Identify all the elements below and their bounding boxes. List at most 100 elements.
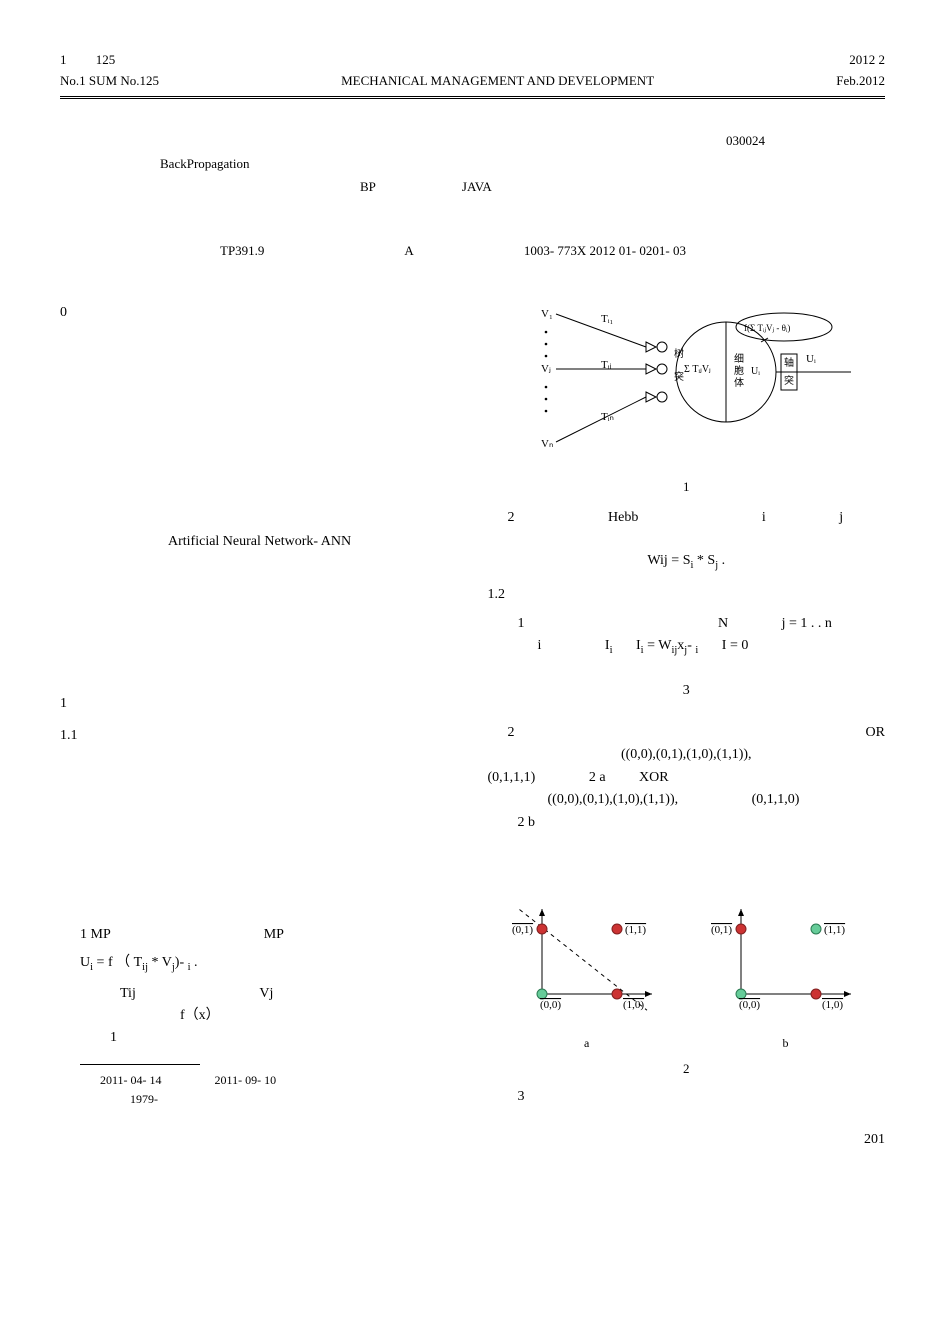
tuple1-line: ((0,0),(0,1),(1,0),(1,1)), — [488, 744, 886, 766]
svg-text:Tᵢₙ: Tᵢₙ — [601, 411, 614, 423]
tuple2-line: ((0,0),(0,1),(1,0),(1,1)), (0,1,1,0) — [488, 789, 886, 811]
fig1-ref-line: 1 — [60, 1027, 458, 1049]
fig2b-ref: 2 b — [518, 815, 536, 830]
fig2a-ref: 2 a — [589, 770, 606, 785]
section-1-1: 1.1 — [60, 725, 458, 747]
caption-b: b — [782, 1034, 788, 1053]
fig2-caption: 2 — [488, 1059, 886, 1080]
svg-text:Uᵢ: Uᵢ — [751, 366, 760, 377]
mp-right: MP — [264, 927, 284, 942]
issue-no: 1 — [60, 52, 67, 67]
formula-u: Ui = f （ Tij * Vj)- i . — [80, 952, 458, 977]
svg-text:(1,0): (1,0) — [822, 999, 843, 1011]
fig1-caption: 1 — [488, 477, 886, 498]
svg-text:轴: 轴 — [784, 356, 794, 369]
perceptron-line1: 1 N j = 1 . . n — [488, 613, 886, 635]
page-header: 1 125 No.1 SUM No.125 MECHANICAL MANAGEM… — [60, 50, 885, 99]
bp-english: BackPropagation — [160, 156, 250, 171]
out2: (0,1,1,0) — [752, 792, 800, 807]
svg-text:体: 体 — [734, 377, 744, 389]
svg-text:(0,1): (0,1) — [512, 924, 533, 936]
postal-code: 030024 — [726, 133, 765, 148]
hebb-i: i — [762, 510, 766, 525]
rev-date: 2011- 09- 10 — [215, 1073, 277, 1087]
footnote-birth: 1979- — [100, 1090, 458, 1109]
figure-1: V₁ Vⱼ Vₙ Tᵢ₁ Tᵢⱼ Tᵢₙ — [488, 302, 886, 497]
tuple2: ((0,0),(0,1),(1,0),(1,1)), — [548, 792, 679, 807]
neuron-svg: V₁ Vⱼ Vₙ Tᵢ₁ Tᵢⱼ Tᵢₙ — [506, 302, 866, 462]
xor-text: XOR — [639, 770, 669, 785]
svg-text:树: 树 — [674, 347, 684, 360]
recv-date: 2011- 04- 14 — [100, 1073, 162, 1087]
svg-text:细: 细 — [734, 352, 744, 365]
ann-english: Artificial Neural Network- ANN — [168, 534, 351, 549]
doc-code: A — [404, 239, 413, 262]
svg-text:Σ TᵢⱼVⱼ: Σ TᵢⱼVⱼ — [684, 364, 711, 375]
ann-line: Artificial Neural Network- ANN — [60, 531, 458, 553]
page-number: 201 — [60, 1129, 885, 1151]
tij: Tij — [120, 986, 136, 1001]
figure-2: (0,0) (1,0) (0,1) (1,1) (0,0) (1,0) (0,1) (1,1… — [488, 894, 886, 1024]
section-1: 1 — [60, 693, 458, 715]
out1: (0,1,1,1) — [488, 770, 536, 785]
fx-line: f（x） — [60, 1005, 458, 1027]
hebb-j: j — [839, 510, 843, 525]
para2-line1: 2 OR — [488, 722, 886, 744]
svg-text:(1,1): (1,1) — [625, 924, 646, 936]
year-month: 2012 2 — [836, 50, 885, 71]
header-left: 1 125 No.1 SUM No.125 — [60, 50, 159, 92]
svg-text:V₁: V₁ — [541, 308, 553, 320]
header-right: 2012 2 Feb.2012 — [836, 50, 885, 92]
left-column: 0 Artificial Neural Network- ANN 1 1.1 1… — [60, 292, 458, 1109]
svg-text:(1,1): (1,1) — [824, 924, 845, 936]
p-N: N — [718, 616, 728, 631]
p-jrange: j = 1 . . n — [782, 616, 832, 631]
perceptron-line2: i Ii Ii = Wijxj- i I = 0 — [488, 635, 886, 660]
caption-a: a — [584, 1034, 589, 1053]
journal-title: MECHANICAL MANAGEMENT AND DEVELOPMENT — [159, 71, 836, 92]
pub-date: Feb.2012 — [836, 71, 885, 92]
svg-text:突: 突 — [784, 374, 794, 387]
header-left-line2: No.1 SUM No.125 — [60, 71, 159, 92]
birth-year: 1979- — [130, 1092, 158, 1106]
sec3: 3 — [518, 1089, 525, 1104]
right-column: V₁ Vⱼ Vₙ Tᵢ₁ Tᵢⱼ Tᵢₙ — [488, 292, 886, 1109]
svg-text:突: 突 — [674, 370, 684, 383]
hebb-2: 2 — [508, 510, 515, 525]
svg-text:(0,0): (0,0) — [540, 999, 561, 1011]
fig1-ref: 1 — [110, 1030, 117, 1045]
classify-code: TP391.9 — [220, 239, 264, 262]
footnote-dates: 2011- 04- 14 2011- 09- 10 — [100, 1071, 458, 1090]
xor-chart-b: (0,0) (1,0) (0,1) (1,1) — [701, 894, 871, 1024]
footnote-rule — [80, 1064, 200, 1065]
svg-text:(1,0): (1,0) — [623, 999, 644, 1011]
article-id: 1003- 773X 2012 01- 0201- 03 — [524, 239, 686, 262]
svg-text:(0,0): (0,0) — [739, 999, 760, 1011]
para2-2: 2 — [508, 725, 515, 740]
vj: Vj — [259, 986, 273, 1001]
p-I0: I = 0 — [722, 638, 749, 653]
svg-text:Uᵢ: Uᵢ — [806, 353, 816, 365]
out1-line: (0,1,1,1) 2 a XOR — [488, 767, 886, 789]
body-columns: 0 Artificial Neural Network- ANN 1 1.1 1… — [60, 292, 885, 1109]
svg-text:Vⱼ: Vⱼ — [541, 363, 551, 375]
or-text: OR — [866, 722, 885, 744]
section-0: 0 — [60, 302, 458, 324]
sum-no: 125 — [96, 52, 116, 67]
bp-abbr: BP — [360, 179, 375, 194]
mp-1: 1 MP — [80, 927, 110, 942]
java-text: JAVA — [462, 179, 492, 194]
svg-text:Vₙ: Vₙ — [541, 438, 553, 450]
wij-formula: Wij = Si * Sj . — [488, 550, 886, 575]
abstract-block: 030024 BackPropagation BP JAVA TP391.9 A… — [160, 129, 825, 263]
fx: f（x） — [180, 1008, 220, 1023]
p-i: i — [538, 638, 542, 653]
fig2b-line: 2 b — [488, 812, 886, 834]
svg-text:(0,1): (0,1) — [711, 924, 732, 936]
svg-text:胞: 胞 — [734, 365, 744, 377]
ref-3: 3 — [488, 680, 886, 702]
hebb-line: 2 Hebb i j — [488, 507, 886, 529]
tij-vj-line: Tij Vj — [60, 983, 458, 1005]
svg-text:f(Σ TᵢⱼVⱼ - θᵢ): f(Σ TᵢⱼVⱼ - θᵢ) — [744, 323, 790, 333]
mp-line: 1 MP MP — [60, 924, 458, 946]
